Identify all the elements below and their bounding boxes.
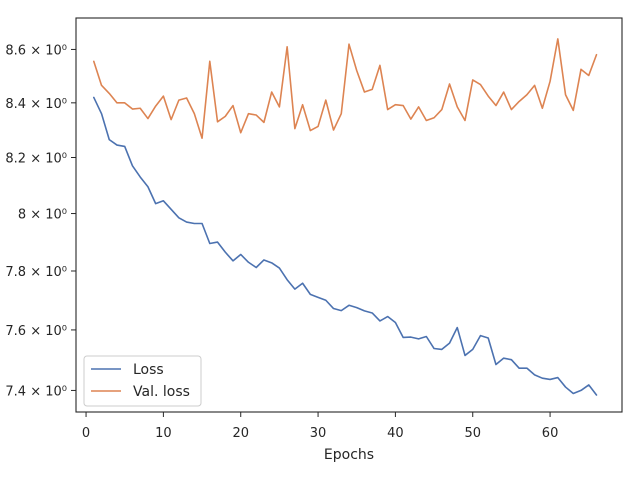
y-tick-label: 7.6 × 10⁰ xyxy=(5,324,67,339)
x-tick-label: 10 xyxy=(155,426,172,441)
series-line-1 xyxy=(92,38,598,140)
x-tick-label: 50 xyxy=(464,426,481,441)
x-tick-label: 20 xyxy=(232,426,249,441)
x-tick-label: 40 xyxy=(387,426,404,441)
y-tick-label: 8.4 × 10⁰ xyxy=(5,97,67,112)
y-tick-label: 8.6 × 10⁰ xyxy=(5,43,67,58)
y-tick-label: 8 × 10⁰ xyxy=(18,208,67,223)
plot-frame xyxy=(75,17,623,413)
x-tick-label: 0 xyxy=(82,426,90,441)
y-tick-label: 7.8 × 10⁰ xyxy=(5,265,67,280)
y-tick-label: 8.2 × 10⁰ xyxy=(5,152,67,167)
legend: Loss Val. loss xyxy=(83,355,202,407)
series-layer xyxy=(92,38,598,396)
x-axis-label: Epochs xyxy=(324,447,374,463)
legend-label-loss: Loss xyxy=(133,362,164,378)
axes-layer xyxy=(75,17,623,413)
series-line-0 xyxy=(92,96,598,396)
x-tick-label: 60 xyxy=(542,426,559,441)
legend-label-val-loss: Val. loss xyxy=(133,384,190,400)
x-tick-label: 30 xyxy=(310,426,327,441)
y-tick-label: 7.4 × 10⁰ xyxy=(5,384,67,399)
ticks-layer: 0 10 20 30 40 50 60 7.4 × 10⁰ 7.6 × 10⁰ 7.8 × 10⁰… xyxy=(5,43,558,441)
